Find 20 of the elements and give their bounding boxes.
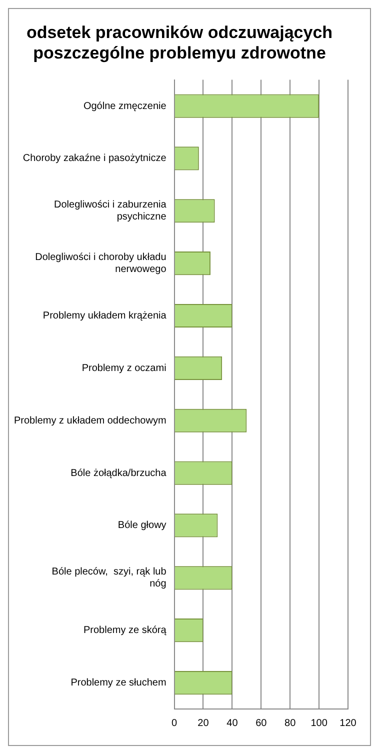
x-tick-label: 0 bbox=[172, 718, 178, 729]
y-tick-label: Problemy ze skórą bbox=[83, 625, 167, 636]
y-tick-label: Dolegliwości i choroby układu nerwowego bbox=[35, 252, 167, 276]
y-tick-label: Choroby zakaźne i pasożytnicze bbox=[22, 153, 167, 164]
x-tick-label: 120 bbox=[340, 718, 357, 729]
y-tick-label: Problemy z układem oddechowym bbox=[14, 415, 166, 426]
y-tick-label: Bóle pleców, szyi, rąk lub nóg bbox=[52, 566, 167, 590]
x-tick-label: 20 bbox=[198, 718, 210, 729]
x-tick-label: 100 bbox=[310, 718, 328, 729]
x-tick-label: 40 bbox=[226, 718, 238, 729]
y-tick-label: Dolegliwości i zaburzenia psychiczne bbox=[54, 200, 167, 223]
chart-title: odsetek pracowników odczuwających poszczególne problemyu zdrowotne bbox=[26, 22, 333, 62]
y-tick-label: Ogólne zmęczenie bbox=[83, 100, 167, 112]
y-tick-label: Problemy układem krążenia bbox=[42, 310, 167, 322]
y-tick-label: Bóle głowy bbox=[118, 520, 166, 532]
y-tick-label: Problemy ze słuchem bbox=[70, 678, 166, 689]
x-tick-label: 60 bbox=[256, 718, 268, 729]
y-tick-label: Problemy z oczami bbox=[82, 362, 166, 374]
y-tick-label: Bóle żołądka/brzucha bbox=[70, 468, 167, 479]
x-tick-label: 80 bbox=[284, 718, 296, 729]
